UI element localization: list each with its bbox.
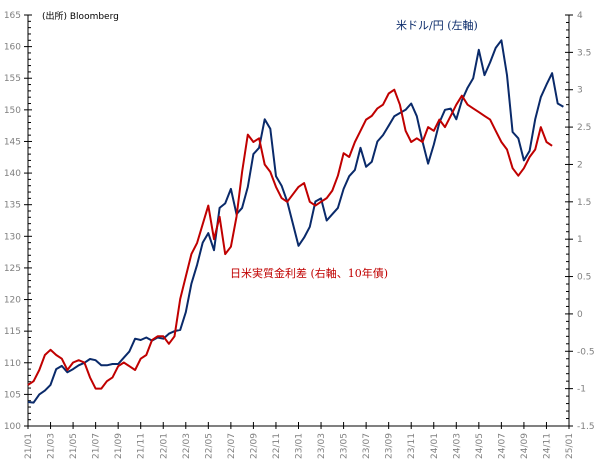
x-tick-label: 23/03 [317,433,327,459]
left-tick-label: 145 [4,137,21,147]
x-tick-label: 24/09 [520,433,530,459]
x-tick-label: 22/09 [249,433,259,459]
series-line-usdjpy [27,39,564,404]
x-tick-label: 24/01 [430,433,440,459]
x-tick-label: 21/09 [114,433,124,459]
left-tick-label: 140 [4,169,21,179]
x-tick-label: 22/01 [159,433,169,459]
right-tick-label: 0 [577,310,583,320]
right-tick-label: 1 [577,235,583,245]
right-tick-label: 3.5 [577,48,591,58]
right-tick-label: 2.5 [577,123,591,133]
left-tick-label: 115 [4,327,21,337]
left-tick-label: 130 [4,232,21,242]
right-tick-label: -1.5 [577,422,595,432]
right-tick-label: -1 [577,385,586,395]
x-tick-label: 21/03 [47,433,57,459]
x-tick-label: 23/09 [385,433,395,459]
left-tick-label: 165 [4,11,21,21]
left-tick-label: 105 [4,390,21,400]
x-tick-label: 23/01 [295,433,305,459]
x-tick-label: 21/07 [92,433,102,459]
left-tick-label: 120 [4,296,21,306]
series-label-usdjpy: 米ドル/円 (左軸) [396,18,478,32]
x-tick-label: 25/01 [565,433,575,459]
left-tick-label: 135 [4,201,21,211]
right-tick-label: 2 [577,160,583,170]
x-tick-label: 24/11 [542,433,552,459]
left-tick-label: 160 [4,43,21,53]
x-tick-label: 21/01 [24,433,34,459]
right-tick-label: 3 [577,86,583,96]
series-label-rate-diff: 日米実質金利差 (右軸、10年債) [230,266,388,280]
x-tick-label: 23/11 [407,433,417,459]
x-tick-label: 24/07 [497,433,507,459]
x-tick-label: 23/05 [340,433,350,459]
left-tick-label: 150 [4,106,21,116]
left-tick-label: 155 [4,74,21,84]
source-note: (出所) Bloomberg [42,10,119,22]
x-tick-label: 22/05 [204,433,214,459]
series-line-rate-diff [27,88,553,390]
x-tick-label: 22/07 [227,433,237,459]
x-tick-label: 24/05 [475,433,485,459]
x-tick-label: 21/05 [69,433,79,459]
left-tick-label: 110 [4,359,21,369]
right-tick-label: 4 [577,11,583,21]
right-tick-label: 1.5 [577,198,591,208]
right-tick-label: 0.5 [577,273,591,283]
left-tick-label: 125 [4,264,21,274]
left-tick-label: 100 [4,422,21,432]
x-tick-label: 23/07 [362,433,372,459]
x-tick-label: 22/03 [182,433,192,459]
x-tick-label: 21/11 [137,433,147,459]
right-tick-label: -0.5 [577,347,595,357]
x-tick-label: 24/03 [452,433,462,459]
x-tick-label: 22/11 [272,433,282,459]
